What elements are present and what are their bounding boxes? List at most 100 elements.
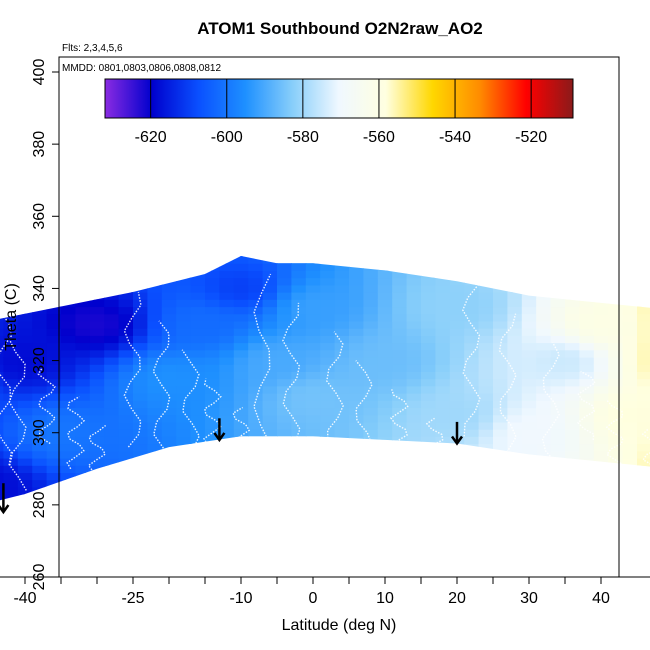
heatmap-cell	[637, 429, 650, 437]
y-tick-label: 380	[31, 131, 48, 158]
heatmap-cell	[3, 357, 19, 365]
heatmap-cell	[118, 335, 134, 344]
heatmap-cell	[406, 436, 422, 445]
heatmap-cell	[550, 508, 566, 517]
heatmap-cell	[0, 270, 4, 279]
heatmap-cell	[478, 277, 494, 286]
heatmap-cell	[565, 436, 580, 445]
heatmap-cell	[478, 407, 494, 416]
heatmap-cell	[205, 515, 220, 524]
heatmap-cell	[493, 320, 508, 329]
heatmap-cell	[147, 530, 163, 538]
heatmap-cell	[248, 472, 264, 481]
heatmap-cell	[3, 544, 19, 553]
heatmap-cell	[161, 277, 177, 286]
heatmap-cell	[46, 458, 62, 466]
heatmap-cell	[406, 400, 422, 409]
heatmap-cell	[32, 443, 48, 452]
heatmap-cell	[507, 537, 523, 546]
heatmap-cell	[32, 335, 48, 344]
heatmap-cell	[104, 450, 120, 459]
heatmap-cell	[637, 530, 650, 538]
flight-trace	[203, 378, 222, 452]
heatmap-cell	[262, 515, 278, 524]
heatmap-cell	[377, 270, 393, 279]
heatmap-cell	[478, 364, 494, 372]
heatmap-cell	[363, 342, 379, 351]
heatmap-cell	[349, 313, 364, 322]
heatmap-cell	[61, 284, 76, 293]
heatmap-cell	[637, 559, 650, 567]
heatmap-cell	[493, 393, 508, 401]
heatmap-cell	[421, 357, 436, 365]
heatmap-cell	[507, 530, 523, 538]
heatmap-cell	[521, 335, 537, 344]
heatmap-cell	[32, 393, 48, 401]
heatmap-cell	[550, 436, 566, 445]
heatmap-cell	[507, 371, 523, 380]
heatmap-cell	[493, 299, 508, 308]
heatmap-cell	[349, 371, 364, 380]
heatmap-cell	[219, 277, 235, 286]
heatmap-cell	[233, 371, 249, 380]
heatmap-cell	[133, 335, 148, 344]
heatmap-cell	[133, 306, 148, 315]
heatmap-cell	[579, 472, 595, 481]
heatmap-cell	[190, 443, 206, 452]
heatmap-cell	[161, 328, 177, 336]
heatmap-cell	[435, 342, 451, 351]
heatmap-cell	[61, 349, 76, 358]
heatmap-cell	[392, 465, 408, 473]
heatmap-cell	[118, 328, 134, 336]
heatmap-cell	[507, 494, 523, 502]
heatmap-cell	[521, 400, 537, 409]
heatmap-cell	[551, 559, 566, 567]
heatmap-cell	[593, 320, 609, 329]
heatmap-cell	[233, 364, 249, 372]
heatmap-cell	[219, 429, 235, 437]
heatmap-cell	[190, 263, 206, 271]
heatmap-cell	[17, 472, 33, 481]
heatmap-cell	[377, 522, 393, 531]
heatmap-cell	[622, 530, 638, 538]
heatmap-cell	[248, 515, 264, 524]
heatmap-cell	[406, 501, 422, 510]
heatmap-cell	[493, 292, 508, 300]
heatmap-cell	[46, 479, 62, 488]
heatmap-cell	[450, 566, 465, 574]
heatmap-cell	[435, 393, 451, 401]
heatmap-cell	[291, 486, 307, 495]
heatmap-cell	[593, 328, 609, 336]
heatmap-cell	[161, 364, 177, 372]
heatmap-cell	[205, 364, 220, 372]
heatmap-cell	[89, 479, 105, 488]
heatmap-cell	[306, 559, 321, 567]
heatmap-cell	[449, 472, 465, 481]
heatmap-cell	[464, 400, 480, 409]
heatmap-cell	[593, 421, 609, 430]
heatmap-cell	[593, 357, 609, 365]
heatmap-cell	[147, 479, 163, 488]
heatmap-cell	[291, 544, 307, 553]
heatmap-cell	[507, 551, 523, 559]
heatmap-cell	[248, 263, 264, 271]
heatmap-cell	[493, 566, 508, 574]
heatmap-cell	[363, 479, 379, 488]
heatmap-cell	[89, 458, 105, 466]
heatmap-cell	[449, 277, 465, 286]
heatmap-cell	[334, 299, 350, 308]
heatmap-cell	[392, 313, 408, 322]
heatmap-cell	[377, 472, 393, 481]
heatmap-cell	[579, 458, 595, 466]
heatmap-cell	[291, 320, 307, 329]
heatmap-cell	[406, 465, 422, 473]
heatmap-cell	[89, 472, 105, 481]
heatmap-cell	[277, 357, 292, 365]
heatmap-cell	[118, 270, 134, 279]
heatmap-cell	[75, 400, 91, 409]
heatmap-cell	[593, 371, 609, 380]
heatmap-cell	[521, 263, 537, 271]
heatmap-cell	[637, 522, 650, 531]
heatmap-cell	[521, 450, 537, 459]
heatmap-cell	[118, 501, 134, 510]
